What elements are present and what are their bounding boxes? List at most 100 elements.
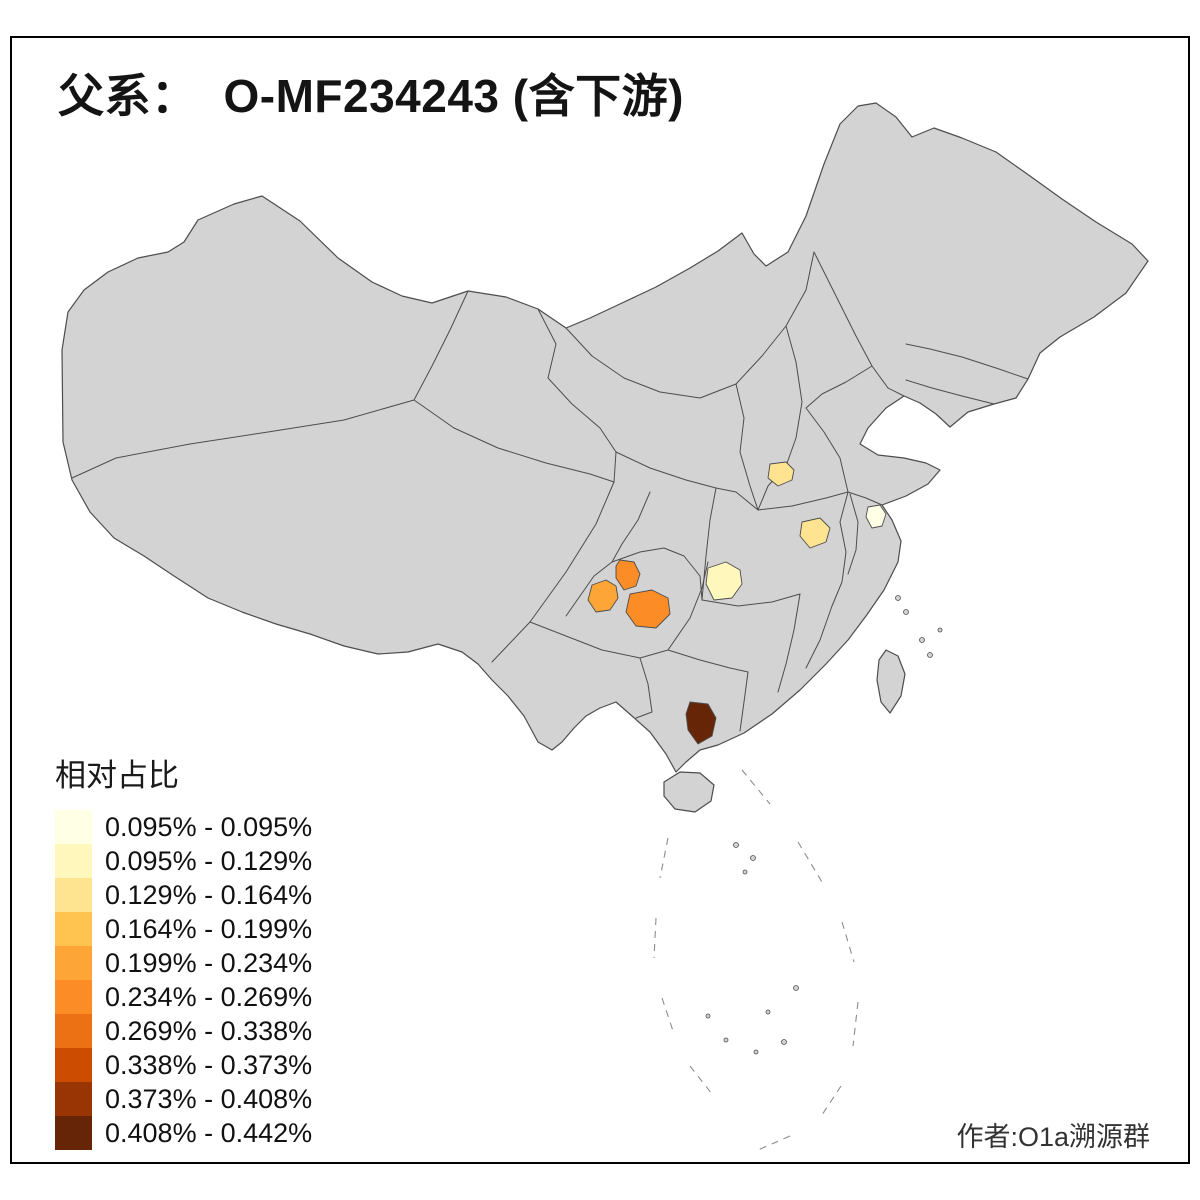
sea-islet — [742, 869, 748, 875]
region-jiangsu-south — [865, 504, 887, 529]
province-border — [529, 621, 669, 659]
province-border — [735, 383, 759, 511]
province-border — [413, 290, 469, 401]
hainan-island — [663, 771, 715, 813]
province-border — [905, 379, 995, 405]
nine-dash-segment — [819, 1085, 842, 1119]
region-hubei-central — [705, 561, 743, 601]
legend-swatch — [55, 810, 92, 844]
region-sichuan-south — [587, 579, 619, 613]
legend-item: 0.095% - 0.095% — [55, 810, 312, 844]
province-border — [777, 593, 801, 693]
legend-swatch — [55, 946, 92, 980]
legend-swatch — [55, 878, 92, 912]
legend-label: 0.095% - 0.129% — [105, 845, 313, 876]
province-border — [847, 493, 859, 575]
nine-dash-segment — [757, 1135, 791, 1151]
legend-items: 0.095% - 0.095% 0.095% - 0.129% 0.129% - 0… — [55, 810, 312, 1150]
sea-islet — [753, 1049, 759, 1055]
legend-swatch — [55, 912, 92, 946]
province-border — [757, 491, 849, 511]
province-border — [615, 451, 759, 511]
nine-dash-line — [653, 769, 859, 1151]
province-border — [611, 547, 703, 601]
page-title: 父系： O-MF234243 (含下游) — [58, 60, 684, 126]
province-border — [71, 399, 415, 479]
highlighted-regions — [587, 461, 887, 745]
province-border — [757, 325, 803, 511]
nine-dash-segment — [741, 769, 771, 805]
province-border — [813, 251, 905, 397]
region-guangxi-south — [685, 701, 717, 745]
province-border — [739, 671, 749, 732]
title-prefix: 父系： — [58, 70, 198, 122]
region-anhui-central — [799, 517, 831, 549]
nine-dash-segment — [841, 921, 855, 963]
province-border — [831, 491, 849, 607]
province-border — [635, 657, 653, 719]
sea-islet — [927, 652, 933, 658]
title-haplogroup: O-MF234243 (含下游) — [223, 70, 684, 122]
sea-islet — [793, 985, 799, 991]
legend-swatch — [55, 1116, 92, 1150]
province-border — [805, 407, 849, 493]
legend-swatch — [55, 844, 92, 878]
province-border — [413, 399, 615, 483]
legend-label: 0.338% - 0.373% — [105, 1049, 313, 1080]
legend-label: 0.199% - 0.234% — [105, 947, 313, 978]
nine-dash-segment — [659, 837, 669, 879]
sea-islet — [919, 637, 925, 643]
legend-label: 0.095% - 0.095% — [105, 811, 313, 842]
legend-swatch — [55, 1014, 92, 1048]
province-border — [847, 491, 883, 506]
province-border — [667, 561, 709, 651]
sea-islet — [781, 1039, 787, 1045]
province-border — [805, 365, 873, 409]
legend-item: 0.269% - 0.338% — [55, 1014, 312, 1048]
legend-title: 相对占比 — [55, 758, 179, 793]
sea-islet — [723, 1037, 729, 1043]
legend-label: 0.269% - 0.338% — [105, 1015, 313, 1046]
sea-islet — [750, 855, 756, 861]
province-border — [491, 481, 615, 663]
author-credit: 作者:O1a溯源群 — [956, 1122, 1150, 1152]
province-border — [611, 491, 651, 563]
legend-label: 0.373% - 0.408% — [105, 1083, 313, 1114]
province-borders — [71, 251, 1029, 732]
sea-islet — [903, 609, 909, 615]
nine-dash-segment — [797, 841, 823, 883]
legend-label: 0.234% - 0.269% — [105, 981, 313, 1012]
legend-item: 0.095% - 0.129% — [55, 844, 312, 878]
legend-item: 0.199% - 0.234% — [55, 946, 312, 980]
legend-swatch — [55, 1082, 92, 1116]
province-border — [565, 251, 815, 399]
legend-item: 0.373% - 0.408% — [55, 1082, 312, 1116]
region-henan-central — [767, 461, 795, 487]
nine-dash-segment — [653, 917, 657, 959]
legend-label: 0.164% - 0.199% — [105, 913, 313, 944]
legend-item: 0.164% - 0.199% — [55, 912, 312, 946]
region-chongqing-west — [615, 559, 641, 591]
nine-dash-segment — [661, 997, 675, 1035]
sea-islet — [895, 595, 901, 601]
sea-islet — [733, 842, 739, 848]
coastal-islets — [895, 595, 943, 658]
legend: 相对占比 0.095% - 0.095% 0.095% - 0.129% 0.129… — [55, 750, 312, 1150]
nine-dash-segment — [852, 1001, 859, 1047]
region-guizhou-north — [625, 589, 671, 629]
legend-swatch — [55, 1048, 92, 1082]
legend-item: 0.234% - 0.269% — [55, 980, 312, 1014]
sea-islet — [937, 627, 943, 633]
taiwan-island — [876, 649, 906, 714]
sea-islet — [765, 1009, 771, 1015]
legend-label: 0.129% - 0.164% — [105, 879, 313, 910]
nine-dash-segment — [689, 1065, 713, 1095]
province-border — [701, 593, 801, 607]
legend-item: 0.129% - 0.164% — [55, 878, 312, 912]
province-border — [905, 343, 1029, 380]
legend-swatch — [55, 980, 92, 1014]
legend-label: 0.408% - 0.442% — [105, 1117, 313, 1148]
legend-item: 0.408% - 0.442% — [55, 1116, 312, 1150]
